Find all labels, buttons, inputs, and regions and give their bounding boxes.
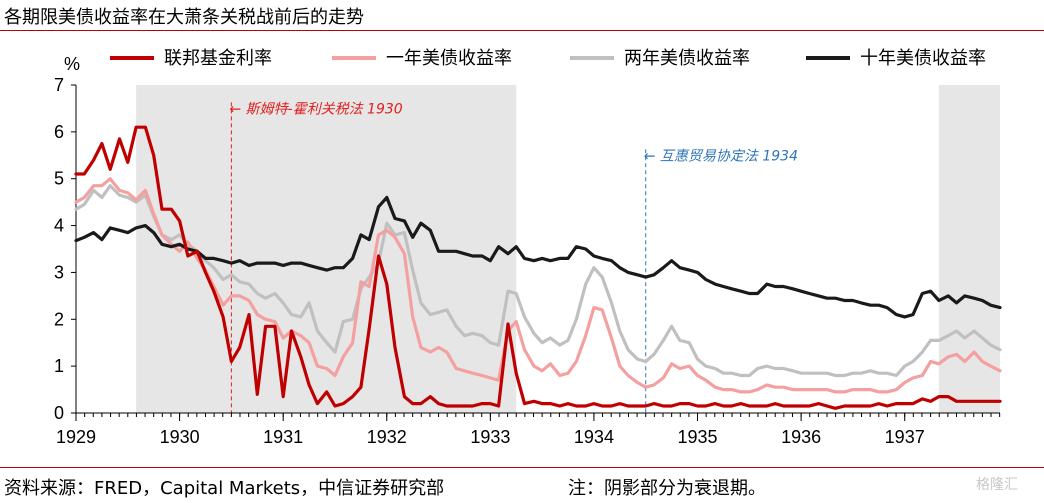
x-tick-label: 1931: [263, 427, 303, 447]
x-tick-label: 1932: [367, 427, 407, 447]
y-tick-label: 1: [54, 356, 64, 376]
legend-label: 联邦基金利率: [164, 48, 272, 69]
footer-rule: [0, 467, 1044, 468]
footer: 资料来源：FRED，Capital Markets，中信证券研究部 注：阴影部分…: [0, 472, 1044, 500]
x-tick-label: 1933: [470, 427, 510, 447]
x-tick-label: 1936: [781, 427, 821, 447]
recession-band: [938, 85, 1000, 413]
y-tick-label: 6: [54, 122, 64, 142]
series-line-ten_year: [74, 195, 1002, 319]
annotation-label: ← 互惠贸易协定法 1934: [644, 148, 798, 164]
x-tick-label: 1937: [885, 427, 925, 447]
series-lines: [74, 125, 1002, 410]
shading-note: 注：阴影部分为衰退期。: [568, 478, 766, 499]
annotation-label: ← 斯姆特-霍利关税法 1930: [229, 101, 402, 117]
legend-label: 十年美债收益率: [860, 48, 986, 69]
y-tick-label: 0: [54, 403, 64, 423]
y-tick-label: 7: [54, 75, 64, 95]
x-tick-label: 1929: [56, 427, 96, 447]
y-tick-label: 2: [54, 309, 64, 329]
legend-label: 一年美债收益率: [386, 48, 512, 69]
annotation-lines: [230, 102, 647, 413]
chart-area: 0 1 2 3 4 5 6 7 1929 1930 1931 1932 1933 1934 1935 1936…: [54, 48, 1002, 447]
series-line-fed_funds: [74, 125, 1002, 410]
series-line-two_year: [74, 184, 1002, 378]
y-tick-label: 3: [54, 262, 64, 282]
series-line-one_year: [74, 177, 1002, 394]
chart-title: 各期限美债收益率在大萧条关税战前后的走势: [4, 7, 364, 28]
legend-label: 两年美债收益率: [624, 48, 750, 69]
recession-band: [136, 85, 517, 413]
watermark: 格隆汇: [976, 477, 1018, 493]
y-tick-label: 4: [54, 216, 64, 236]
source-note: 资料来源：FRED，Capital Markets，中信证券研究部: [4, 478, 445, 499]
x-tick-label: 1934: [574, 427, 614, 447]
x-tick-label: 1935: [678, 427, 718, 447]
x-tick-label: 1930: [160, 427, 200, 447]
y-axis-unit-label: %: [64, 54, 80, 74]
y-tick-label: 5: [54, 169, 64, 189]
axes: 0 1 2 3 4 5 6 7 1929 1930 1931 1932 1933 1934 1935 1936…: [54, 75, 1001, 447]
recession-shading: [136, 85, 1000, 413]
legend: 联邦基金利率 一年美债收益率 两年美债收益率 十年美债收益率: [110, 48, 986, 69]
annotation-labels: ← 斯姆特-霍利关税法 1930 ← 互惠贸易协定法 1934: [229, 101, 798, 164]
title-rule: [0, 30, 1044, 31]
